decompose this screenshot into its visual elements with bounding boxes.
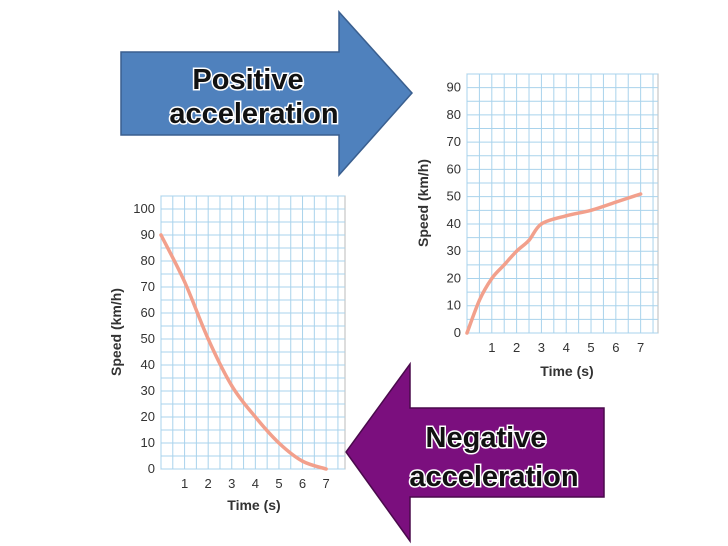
- y-tick-labels: 0 10 20 30 40 50 60 70 80 90 100: [133, 201, 155, 476]
- negative-label-line1: Negative: [426, 422, 547, 454]
- x-tick-label: 4: [252, 476, 259, 491]
- data-point: [515, 249, 519, 253]
- y-tick-label: 50: [141, 331, 155, 346]
- x-tick-label: 5: [275, 476, 282, 491]
- positive-acceleration-arrow: Positive acceleration: [120, 10, 414, 177]
- data-point: [300, 459, 305, 463]
- data-point: [230, 384, 234, 388]
- x-tick-labels: 1 2 3 4 5 6 7: [488, 340, 644, 355]
- data-point: [253, 415, 257, 419]
- y-tick-label: 0: [148, 461, 155, 476]
- data-point: [490, 276, 494, 281]
- y-tick-label: 10: [141, 435, 155, 450]
- plot-area: [160, 195, 346, 470]
- left-arrow-shape: [345, 361, 605, 544]
- data-point: [564, 214, 568, 218]
- data-points: [159, 233, 328, 471]
- y-tick-label: 90: [141, 227, 155, 242]
- y-tick-label: 70: [447, 134, 461, 149]
- data-point: [539, 222, 544, 226]
- x-tick-label: 2: [513, 340, 520, 355]
- x-tick-label: 1: [181, 476, 188, 491]
- positive-label-line1: Positive: [192, 64, 303, 96]
- data-point: [277, 441, 281, 445]
- data-point: [589, 208, 593, 212]
- speed-series-line: [159, 233, 328, 471]
- y-tick-label: 40: [141, 357, 155, 372]
- y-tick-label: 30: [447, 243, 461, 258]
- y-axis-label: Speed (km/h): [108, 288, 124, 376]
- data-point: [159, 233, 163, 237]
- data-point: [477, 298, 482, 302]
- data-point: [465, 331, 469, 335]
- y-tick-label: 80: [141, 253, 155, 268]
- plot-area: [466, 73, 659, 334]
- x-tick-label: 7: [637, 340, 644, 355]
- x-tick-labels: 1 2 3 4 5 6 7: [181, 476, 330, 491]
- x-tick-label: 2: [205, 476, 212, 491]
- x-tick-label: 4: [563, 340, 570, 355]
- y-tick-label: 100: [133, 201, 155, 216]
- data-point: [182, 280, 187, 284]
- y-tick-label: 20: [447, 270, 461, 285]
- negative-label-line2: acceleration: [409, 461, 578, 493]
- data-point: [502, 263, 506, 267]
- y-axis-label: Speed (km/h): [415, 159, 431, 247]
- y-tick-label: 40: [447, 216, 461, 231]
- data-points: [465, 192, 643, 335]
- x-tick-label: 6: [612, 340, 619, 355]
- data-point: [639, 192, 643, 196]
- y-tick-label: 0: [454, 325, 461, 340]
- y-tick-label: 90: [447, 80, 461, 95]
- gridlines: [160, 195, 345, 470]
- x-tick-label: 3: [538, 340, 545, 355]
- x-tick-label: 1: [488, 340, 495, 355]
- y-tick-label: 30: [141, 383, 155, 398]
- y-tick-label: 70: [141, 279, 155, 294]
- y-tick-label: 80: [447, 107, 461, 122]
- data-point: [206, 337, 210, 341]
- y-tick-label: 60: [141, 305, 155, 320]
- y-tick-labels: 0 10 20 30 40 50 60 70 80 90: [447, 80, 461, 340]
- data-point: [527, 238, 531, 242]
- x-axis-label: Time (s): [540, 363, 593, 379]
- x-tick-label: 3: [228, 476, 235, 491]
- y-tick-label: 10: [447, 298, 461, 313]
- y-tick-label: 60: [447, 161, 461, 176]
- right-arrow-shape: [120, 10, 414, 177]
- negative-acceleration-arrow: Negative acceleration: [345, 361, 605, 544]
- x-tick-label: 7: [323, 476, 330, 491]
- y-tick-label: 20: [141, 409, 155, 424]
- data-point: [324, 467, 328, 471]
- positive-speed-time-chart: 0 10 20 30 40 50 60 70 80 90 1 2 3 4 5 6 7 Time (s) Spe…: [415, 73, 659, 379]
- data-point: [614, 200, 618, 204]
- x-axis-label: Time (s): [227, 497, 280, 513]
- x-tick-label: 6: [299, 476, 306, 491]
- positive-label-line2: acceleration: [169, 98, 338, 130]
- y-tick-label: 50: [447, 189, 461, 204]
- x-tick-label: 5: [587, 340, 594, 355]
